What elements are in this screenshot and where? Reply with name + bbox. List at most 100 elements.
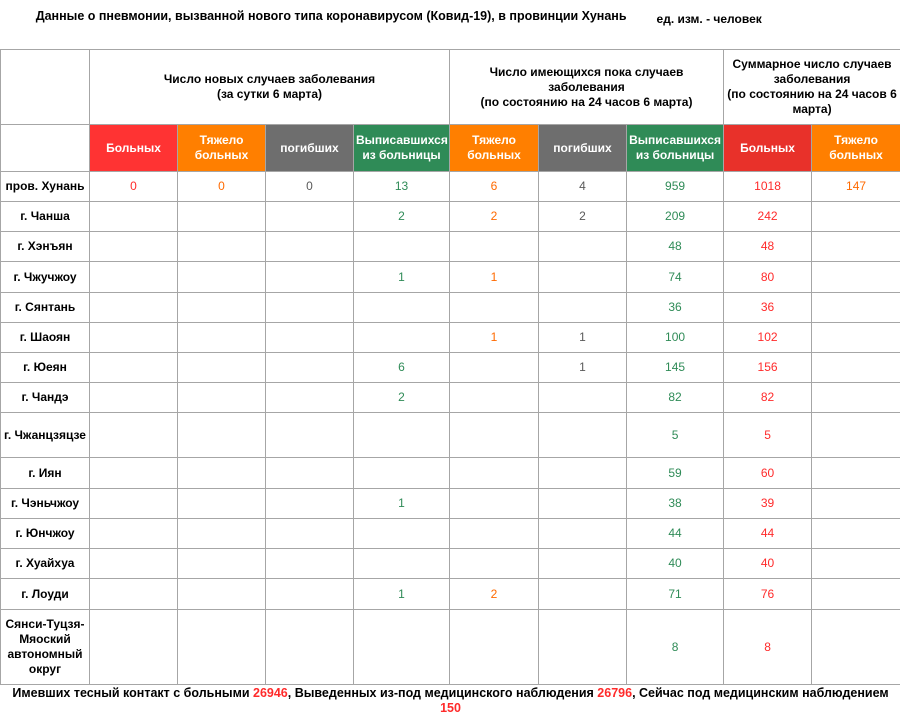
cell-value [90,323,178,353]
cell-value [812,489,900,519]
group-total-cases: Суммарное число случаев заболевания (по … [724,50,900,125]
region-name: пров. Хунань [1,172,90,202]
cell-value [266,549,354,579]
cell-value [539,489,627,519]
cell-value: 1 [450,323,539,353]
cell-value [266,610,354,685]
cell-value [812,549,900,579]
cell-value [354,232,450,262]
cell-value [539,519,627,549]
cell-value [539,262,627,293]
unit-label: ед. изм. - человек [627,0,900,50]
region-name: г. Лоуди [1,579,90,610]
cell-value [450,413,539,458]
cell-value [812,202,900,232]
cell-value [266,262,354,293]
released-label: , Выведенных из-под медицинского наблюде… [288,686,594,700]
cell-value: 74 [627,262,724,293]
cell-value: 0 [90,172,178,202]
cell-value: 2 [450,579,539,610]
cell-value: 6 [450,172,539,202]
cell-value: 1 [354,262,450,293]
cell-value [178,549,266,579]
cell-value: 0 [178,172,266,202]
released-value: 26796 [597,686,632,700]
cell-value [266,323,354,353]
cell-value: 40 [627,549,724,579]
cell-value: 76 [724,579,812,610]
empty-corner [1,50,90,125]
region-name: Сянси-Туцзя-Мяоский автономный округ [1,610,90,685]
cell-value [178,519,266,549]
cell-value: 8 [724,610,812,685]
cell-value: 5 [627,413,724,458]
cell-value [450,519,539,549]
cell-value [266,458,354,489]
cell-value [354,323,450,353]
contacts-label: Имевших тесный контакт с больными [12,686,249,700]
region-name: г. Хуайхуа [1,549,90,579]
cell-value: 44 [724,519,812,549]
cell-value [90,202,178,232]
cell-value [812,323,900,353]
region-name: г. Сянтань [1,293,90,323]
cell-value [178,489,266,519]
cell-value: 40 [724,549,812,579]
cell-value: 242 [724,202,812,232]
cell-value [178,323,266,353]
region-name: г. Чанша [1,202,90,232]
empty-corner [1,125,90,172]
cell-value [354,293,450,323]
cell-value [450,489,539,519]
group-new-cases: Число новых случаев заболевания (за сутк… [90,50,450,125]
cell-value [812,232,900,262]
observed-value: 150 [440,701,461,715]
cell-value [450,610,539,685]
column-header: погибших [266,125,354,172]
cell-value: 6 [354,353,450,383]
cell-value: 209 [627,202,724,232]
region-name: г. Чандэ [1,383,90,413]
title-row: Данные о пневмонии, вызванной нового тип… [1,0,900,50]
cell-value [539,458,627,489]
cell-value [178,413,266,458]
cell-value [450,353,539,383]
cell-value: 1 [450,262,539,293]
cell-value [539,383,627,413]
column-header: Больных [724,125,812,172]
cell-value [90,610,178,685]
cell-value: 2 [539,202,627,232]
cell-value [90,293,178,323]
cell-value [90,383,178,413]
cell-value [812,579,900,610]
cell-value [178,579,266,610]
cell-value [266,413,354,458]
page-title: Данные о пневмонии, вызванной нового тип… [1,0,627,50]
cell-value: 80 [724,262,812,293]
cell-value [178,383,266,413]
observed-label: , Сейчас под медицинским наблюдением [632,686,889,700]
cell-value: 1 [354,489,450,519]
column-header: Тяжело больных [450,125,539,172]
cell-value [354,610,450,685]
cell-value [178,458,266,489]
cell-value: 38 [627,489,724,519]
cell-value [266,293,354,323]
cell-value: 147 [812,172,900,202]
column-header: погибших [539,125,627,172]
cell-value [90,579,178,610]
cell-value: 2 [354,383,450,413]
column-header: Выписавшихся из больницы [627,125,724,172]
cell-value [539,549,627,579]
cell-value [90,549,178,579]
